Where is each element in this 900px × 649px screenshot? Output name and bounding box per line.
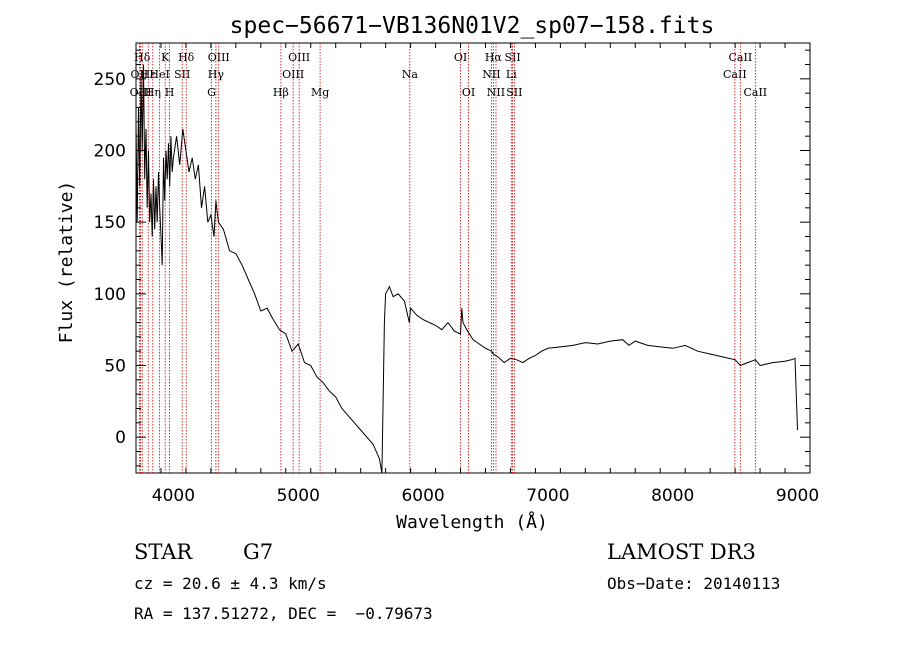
line-label-5: Hη — [145, 86, 161, 99]
redshift-velocity: cz = 20.6 ± 4.3 km/s — [134, 574, 327, 593]
y-tick-label-5: 250 — [94, 70, 126, 90]
line-label-7: SII — [174, 68, 190, 81]
sky-coordinates: RA = 137.51272, DEC = −0.79673 — [134, 604, 433, 623]
y-tick-label-0: 0 — [115, 428, 126, 448]
x-axis-ticks: 4000 5000 6000 7000 8000 9000 — [152, 43, 819, 506]
x-tick-label-0: 4000 — [152, 486, 195, 506]
y-axis-ticks: 0 50 100 150 200 250 — [94, 49, 810, 467]
line-label-4: Hε — [141, 68, 157, 81]
line-label-9: Hδ — [178, 51, 195, 64]
line-label-18: OI — [454, 51, 467, 64]
line-label-17: Na — [402, 68, 419, 81]
line-label-0: Hδ — [134, 51, 151, 64]
line-label-21: NII — [482, 68, 500, 81]
object-class: STAR — [134, 540, 193, 564]
x-tick-label-1: 5000 — [277, 486, 320, 506]
line-label-23: SII — [504, 51, 520, 64]
chart-title: spec−56671−VB136N01V2_sp07−158.fits — [230, 13, 715, 39]
line-label-10: OIII — [208, 51, 230, 64]
x-axis-label: Wavelength (Å) — [396, 511, 548, 533]
line-label-24: Li — [506, 68, 517, 81]
line-label-3: K — [161, 51, 170, 64]
spectral-line-markers — [138, 43, 756, 473]
line-label-25: SII — [506, 86, 522, 99]
line-label-6: HeI — [149, 68, 169, 81]
line-label-12: G — [207, 86, 216, 99]
spectrum-series-line — [135, 64, 798, 474]
line-label-13: OIII — [288, 51, 310, 64]
object-subclass: G7 — [243, 540, 274, 564]
y-axis-label: Flux (relative) — [56, 181, 77, 344]
plot-frame — [135, 42, 811, 474]
line-label-22: NII — [487, 86, 505, 99]
line-label-8: H — [165, 86, 175, 99]
y-tick-label-3: 150 — [94, 213, 126, 233]
line-label-20: Hα — [485, 51, 503, 64]
line-label-15: Hβ — [273, 86, 289, 99]
line-label-16: Mg — [311, 86, 329, 99]
survey-name: LAMOST DR3 — [607, 540, 756, 564]
line-label-27: CaII — [723, 68, 747, 81]
line-label-28: CaII — [743, 86, 767, 99]
x-tick-label-3: 7000 — [526, 486, 569, 506]
line-label-19: OI — [462, 86, 475, 99]
x-tick-label-4: 8000 — [651, 486, 694, 506]
line-label-14: OIII — [282, 68, 304, 81]
line-label-26: CaII — [729, 51, 753, 64]
x-tick-label-5: 9000 — [776, 486, 819, 506]
line-label-11: Hγ — [208, 68, 225, 81]
observation-date: Obs−Date: 20140113 — [607, 574, 781, 593]
y-tick-label-2: 100 — [94, 285, 126, 305]
y-tick-label-1: 50 — [104, 357, 126, 377]
x-tick-label-2: 6000 — [401, 486, 444, 506]
y-tick-label-4: 200 — [94, 142, 126, 162]
